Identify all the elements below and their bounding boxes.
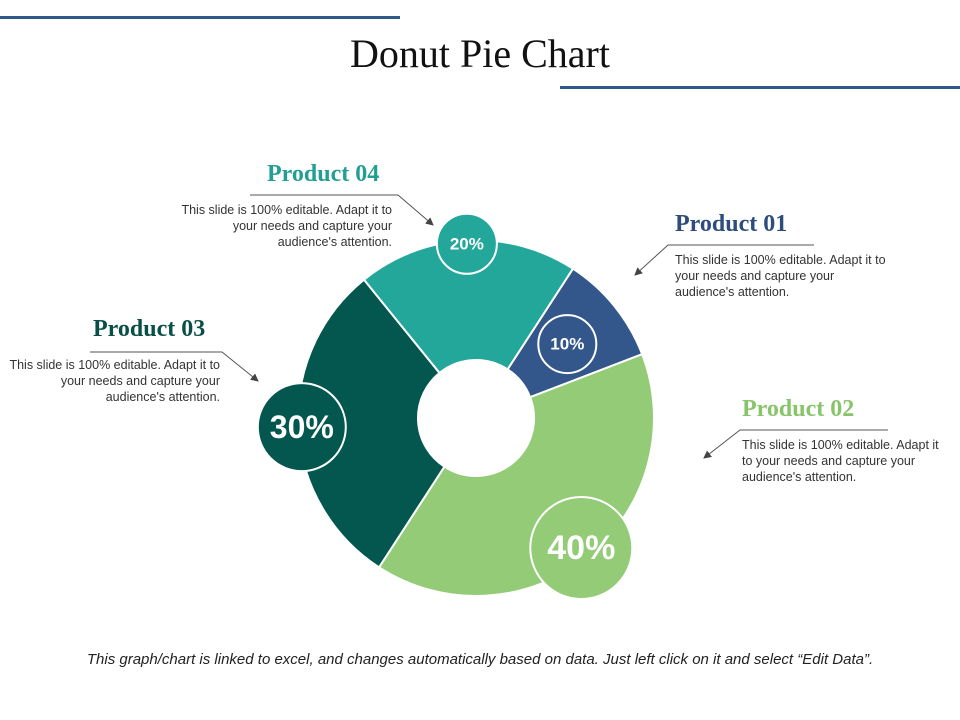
value-label: 10%: [550, 335, 584, 354]
product-01-desc: This slide is 100% editable. Adapt it to…: [675, 253, 886, 299]
connector-product-04: [250, 194, 434, 226]
header-rule-bottom: [560, 86, 960, 89]
product-03-name: Product 03: [93, 316, 206, 342]
product-02-desc: This slide is 100% editable. Adapt it to…: [742, 438, 939, 484]
connector-product-02: [703, 429, 888, 459]
label-product-04: Product 04 This slide is 100% editable. …: [180, 161, 392, 250]
value-badge-product-03: 30%: [256, 382, 347, 473]
value-badge-product-01: 10%: [537, 314, 598, 375]
product-03-desc: This slide is 100% editable. Adapt it to…: [9, 358, 220, 404]
donut-slice-product-03: [297, 278, 446, 569]
donut-slice-product-04: [362, 239, 575, 375]
badge-circle: [537, 314, 598, 375]
value-label: 30%: [270, 409, 334, 445]
page-title: Donut Pie Chart: [350, 31, 610, 76]
badge-circle: [529, 496, 634, 601]
connector-product-01: [634, 244, 814, 276]
badge-circle: [435, 212, 498, 275]
label-product-02: Product 02 This slide is 100% editable. …: [742, 396, 952, 485]
product-02-name: Product 02: [742, 396, 855, 422]
value-badge-product-04: 20%: [435, 212, 498, 275]
product-04-name: Product 04: [267, 161, 380, 187]
value-badge-product-02: 40%: [529, 496, 634, 601]
value-label: 40%: [547, 529, 615, 567]
label-product-03: Product 03 This slide is 100% editable. …: [8, 316, 220, 405]
label-product-01: Product 01 This slide is 100% editable. …: [675, 211, 890, 300]
product-01-name: Product 01: [675, 211, 788, 237]
badge-circle: [256, 382, 347, 473]
product-04-desc: This slide is 100% editable. Adapt it to…: [181, 203, 392, 249]
header-rule-top: [0, 16, 400, 19]
connector-product-03: [90, 351, 259, 382]
value-label: 20%: [450, 234, 484, 253]
footnote: This graph/chart is linked to excel, and…: [86, 651, 874, 668]
